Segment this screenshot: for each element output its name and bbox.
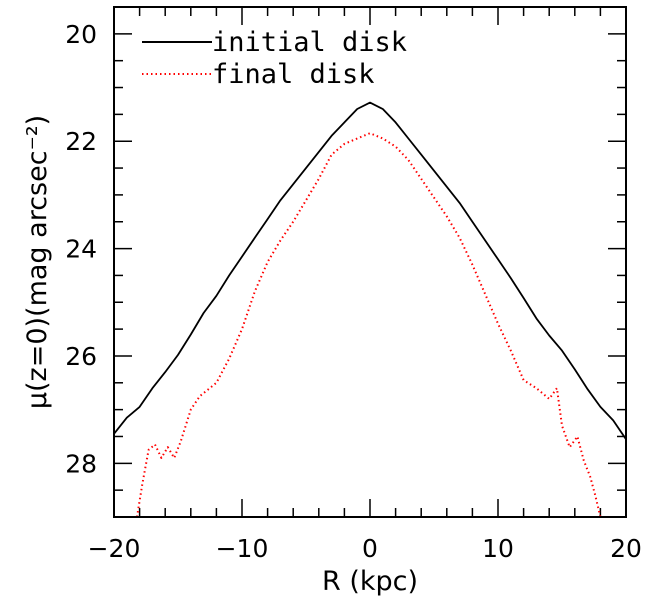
x-tick-label: 10: [482, 534, 514, 563]
series-line-final-disk: [136, 132, 602, 517]
y-tick-label: 24: [65, 235, 97, 264]
legend-label-initial-disk: initial disk: [212, 27, 407, 58]
plot-frame: [113, 6, 627, 518]
y-tick-label: 26: [65, 342, 97, 371]
y-tick-label: 22: [65, 127, 97, 156]
x-tick-label: 0: [362, 534, 378, 563]
x-tick-label: 20: [610, 534, 642, 563]
series-line-initial-disk: [114, 101, 626, 440]
y-axis-title: μ(z=0)(mag arcsec⁻²): [22, 115, 53, 409]
x-tick-label: −20: [88, 534, 141, 563]
x-axis-title: R (kpc): [322, 566, 418, 597]
y-tick-label: 20: [65, 20, 97, 49]
axis-ticks: [113, 6, 627, 518]
legend-label-final-disk: final disk: [212, 59, 375, 90]
x-tick-label: −10: [216, 534, 269, 563]
y-tick-label: 28: [65, 449, 97, 478]
tick-labels: −20 −10 0 10 20 20 22 24 26 28: [65, 20, 642, 563]
series-layer: [114, 101, 626, 517]
legend: initial disk final disk: [142, 27, 407, 90]
